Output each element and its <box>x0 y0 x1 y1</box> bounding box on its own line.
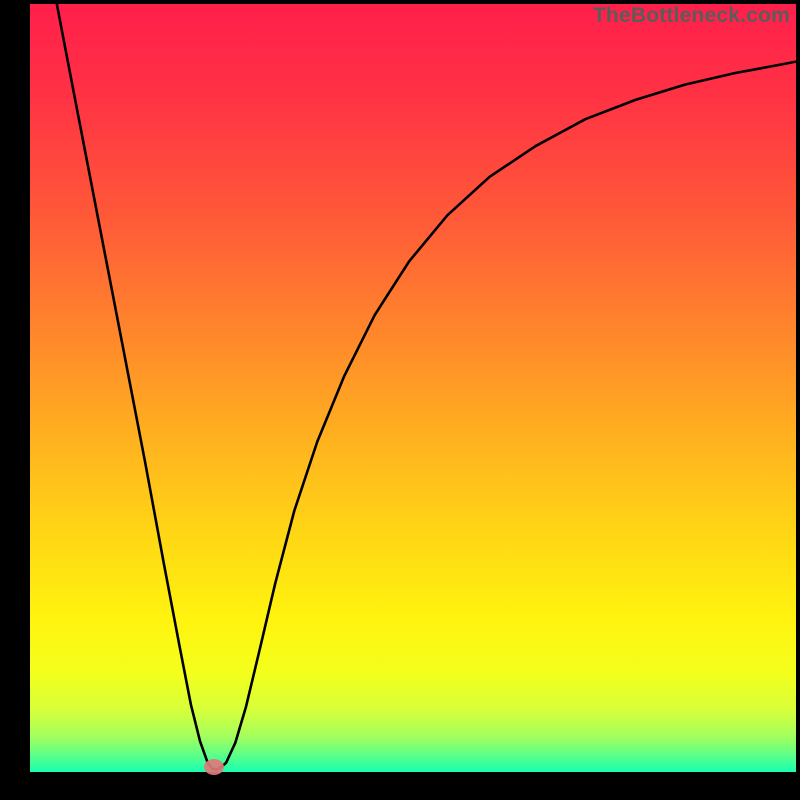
bottleneck-curve <box>57 4 796 770</box>
plot-area <box>30 4 796 772</box>
chart-container: TheBottleneck.com <box>0 0 800 800</box>
curve-layer <box>30 4 796 772</box>
watermark-text: TheBottleneck.com <box>593 4 790 28</box>
optimum-marker <box>204 759 224 775</box>
